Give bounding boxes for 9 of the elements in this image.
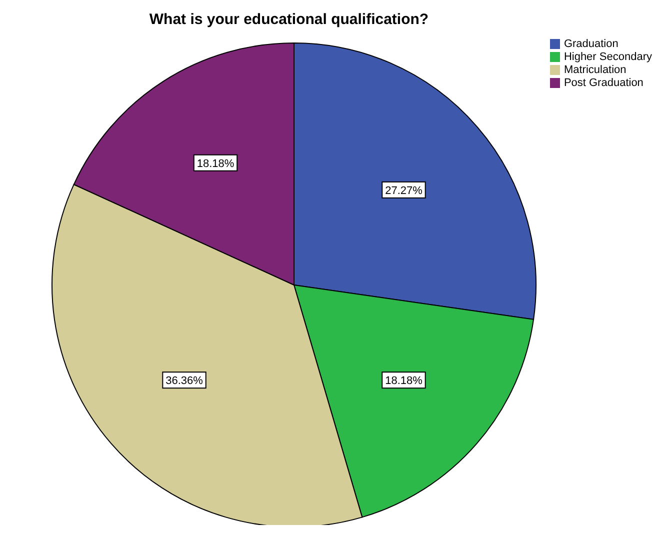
chart-title: What is your educational qualification? bbox=[149, 11, 429, 28]
legend-label: Post Graduation bbox=[564, 77, 644, 89]
data-label: 27.27% bbox=[385, 184, 423, 197]
data-label: 18.18% bbox=[385, 375, 423, 388]
legend-label: Graduation bbox=[564, 38, 618, 50]
legend-label: Matriculation bbox=[564, 64, 626, 76]
data-label: 36.36% bbox=[166, 375, 204, 388]
legend-label: Higher Secondary bbox=[564, 51, 652, 63]
data-label: 18.18% bbox=[196, 158, 234, 170]
